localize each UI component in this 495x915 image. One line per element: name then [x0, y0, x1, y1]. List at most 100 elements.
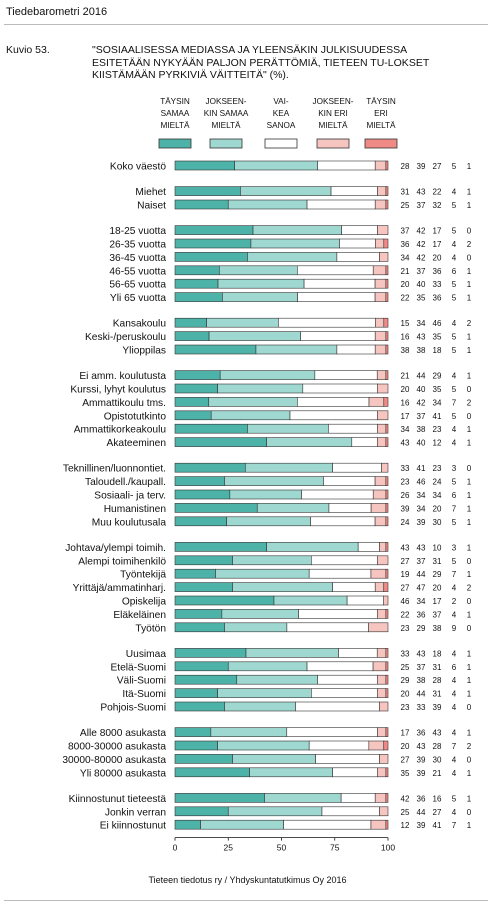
row-label: Uusimaa: [126, 649, 167, 660]
row-label: Alle 8000 asukasta: [80, 728, 166, 739]
value-label: 23: [433, 425, 442, 434]
value-label: 43: [401, 439, 410, 448]
bar-segment-series-2: [208, 331, 301, 341]
row-label: Ylioppilas: [122, 346, 166, 357]
bar-segment-series-5: [383, 397, 389, 407]
bar-segment-series-4: [377, 410, 389, 421]
bar-segment-series-4: [379, 806, 389, 817]
bar-segment-series-2: [200, 819, 284, 830]
bar-segment-series-3: [311, 688, 378, 698]
bar-segment-series-1: [174, 278, 219, 289]
value-label: 29: [433, 570, 442, 579]
value-label: 1: [467, 504, 472, 513]
legend-swatch-4: [316, 138, 350, 149]
value-label: 22: [401, 610, 410, 619]
value-label: 34: [433, 491, 442, 500]
bar-segment-series-3: [311, 555, 378, 566]
value-label: 0: [467, 464, 472, 473]
value-label: 4: [452, 769, 457, 778]
value-label: 33: [417, 703, 426, 712]
value-label: 17: [433, 227, 442, 236]
bar-segment-series-1: [174, 688, 218, 698]
value-label: 23: [401, 478, 410, 487]
value-label: 41: [433, 821, 442, 830]
row-label: Ammattikoulu tms.: [82, 398, 166, 409]
value-label: 36: [433, 294, 442, 303]
bar-segment-series-4: [377, 423, 387, 434]
value-label: 5: [452, 518, 457, 527]
bar-segment-series-3: [328, 423, 378, 434]
row-label: Pohjois-Suomi: [100, 703, 166, 714]
value-label: 38: [417, 346, 426, 355]
bar-segment-series-1: [174, 489, 231, 500]
legend-label-3: SANOA: [267, 121, 296, 130]
value-label: 34: [417, 504, 426, 513]
bar-segment-series-1: [174, 754, 233, 764]
value-label: 4: [452, 425, 457, 434]
value-label: 20: [401, 690, 410, 699]
bar-segment-series-5: [385, 793, 389, 803]
value-label: 7: [452, 742, 457, 751]
bar-segment-series-2: [250, 238, 340, 249]
value-label: 3: [452, 464, 457, 473]
bar-segment-series-3: [303, 278, 376, 289]
legend-label-4: JOKSEEN-: [313, 97, 354, 106]
bar-segment-series-4: [374, 199, 387, 210]
bar-segment-series-5: [385, 516, 389, 527]
row-label: Teknillinen/luonnontiet.: [63, 464, 166, 475]
bar-segment-series-3: [341, 225, 378, 235]
bar-segment-series-1: [174, 622, 225, 633]
value-label: 1: [467, 570, 472, 579]
bar-segment-series-4: [375, 238, 385, 249]
value-label: 43: [401, 543, 410, 552]
value-label: 16: [433, 794, 442, 803]
bar-segment-series-2: [266, 437, 353, 447]
bar-segment-series-5: [385, 160, 389, 171]
bar-segment-series-1: [174, 383, 218, 394]
value-label: 4: [452, 808, 457, 817]
bar-segment-series-2: [249, 767, 333, 778]
bar-segment-series-1: [174, 555, 233, 566]
value-label: 37: [417, 557, 426, 566]
value-label: 22: [401, 294, 410, 303]
bar-segment-series-2: [256, 503, 330, 513]
bar-segment-series-2: [224, 701, 296, 712]
value-label: 4: [452, 253, 457, 262]
value-label: 36: [417, 729, 426, 738]
row-label: 56-65 vuotta: [109, 280, 166, 291]
value-label: 34: [433, 398, 442, 407]
value-label: 4: [452, 755, 457, 764]
bar-segment-series-1: [174, 344, 257, 355]
bar-segment-series-3: [289, 410, 378, 421]
header-title: Tiedebarometri 2016: [6, 6, 108, 18]
value-label: 1: [467, 346, 472, 355]
value-label: 33: [401, 464, 410, 473]
value-label: 41: [417, 464, 426, 473]
value-label: 47: [417, 584, 426, 593]
value-label: 23: [401, 624, 410, 633]
value-label: 39: [433, 703, 442, 712]
value-label: 1: [467, 729, 472, 738]
bar-segment-series-4: [374, 476, 387, 486]
bar-segment-series-5: [385, 674, 389, 685]
bar-segment-series-1: [174, 331, 210, 341]
value-label: 2: [467, 584, 472, 593]
bar-segment-series-3: [330, 186, 378, 196]
value-label: 1: [467, 663, 472, 672]
bar-segment-series-3: [336, 252, 380, 262]
legend-label-5: TÄYSIN: [366, 96, 396, 106]
value-label: 37: [417, 201, 426, 210]
legend-label-3: KEA: [273, 109, 290, 118]
bar-segment-series-4: [370, 568, 387, 579]
value-label: 0: [467, 624, 472, 633]
row-label: Opiskelija: [122, 597, 166, 608]
row-label: Keski-/peruskoulu: [85, 332, 166, 343]
x-tick-label: 75: [330, 843, 340, 853]
value-label: 6: [452, 663, 457, 672]
value-label: 27: [401, 557, 410, 566]
value-label: 46: [417, 478, 426, 487]
value-label: 23: [433, 464, 442, 473]
value-label: 0: [467, 412, 472, 421]
stacked-bar-chart: TÄYSIN SAMAA MIELTÄ JOKSEEN- KIN SAMAA MIELTÄ…: [62, 96, 472, 853]
row-label: Naiset: [137, 201, 166, 212]
